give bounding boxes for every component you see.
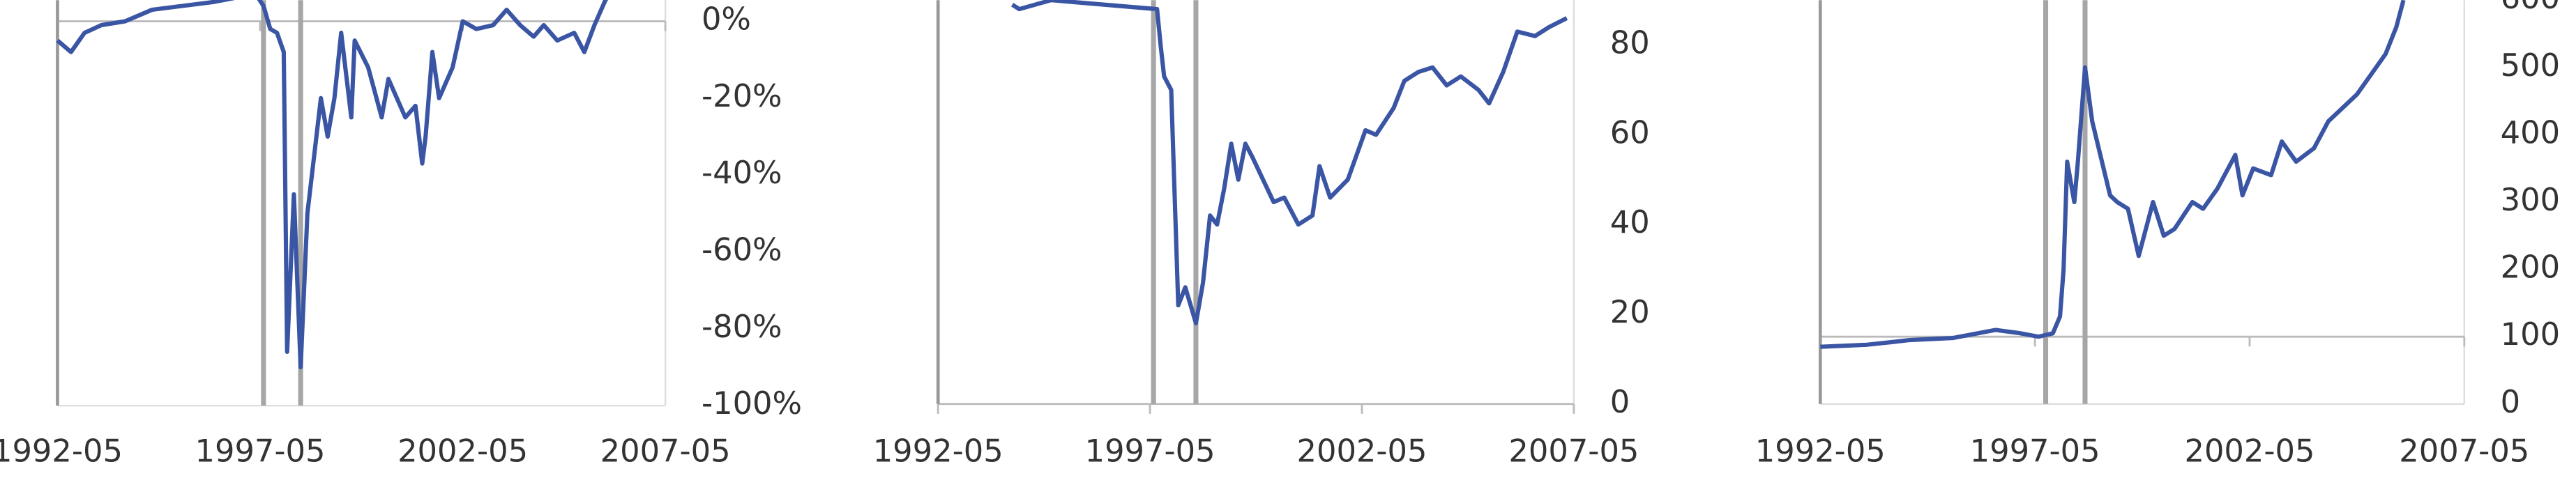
y-tick-label: -40%	[702, 154, 782, 191]
y-tick-label: -20%	[702, 77, 782, 114]
x-tick-label: 1992-05	[0, 432, 123, 469]
data-line	[56, 0, 608, 370]
x-tick-label: 1992-05	[873, 432, 1003, 469]
x-tick-label: 1997-05	[1970, 432, 2100, 469]
data-line	[1010, 0, 1568, 325]
y-tick-label: 500	[2501, 47, 2560, 84]
y-tick-label: 60	[1610, 114, 1650, 151]
x-tick-label: 1997-05	[195, 432, 326, 469]
y-tick-label: -100%	[702, 385, 802, 422]
x-tick-label: 2007-05	[1508, 432, 1639, 469]
y-tick-label: 0	[2501, 383, 2520, 420]
y-tick-label: 100	[2501, 316, 2560, 353]
y-tick-label: 600	[2501, 0, 2560, 16]
y-tick-label: 300	[2501, 181, 2560, 218]
y-tick-label: -60%	[702, 231, 782, 268]
y-tick-label: 400	[2501, 114, 2560, 151]
x-tick-label: 2002-05	[397, 432, 528, 469]
y-tick-label: 40	[1610, 203, 1650, 240]
y-tick-label: 20	[1610, 293, 1650, 330]
y-tick-label: 80	[1610, 24, 1650, 61]
x-tick-label: 1992-05	[1755, 432, 1886, 469]
y-tick-label: -80%	[702, 308, 782, 345]
x-tick-label: 2007-05	[600, 432, 731, 469]
x-tick-label: 1997-05	[1085, 432, 1215, 469]
y-tick-label: 0%	[702, 1, 751, 38]
y-tick-label: 0	[1610, 383, 1630, 420]
data-line	[1820, 0, 2406, 349]
y-tick-label: 200	[2501, 249, 2560, 286]
x-tick-label: 2002-05	[2184, 432, 2314, 469]
x-tick-label: 2007-05	[2399, 432, 2529, 469]
x-tick-label: 2002-05	[1297, 432, 1427, 469]
